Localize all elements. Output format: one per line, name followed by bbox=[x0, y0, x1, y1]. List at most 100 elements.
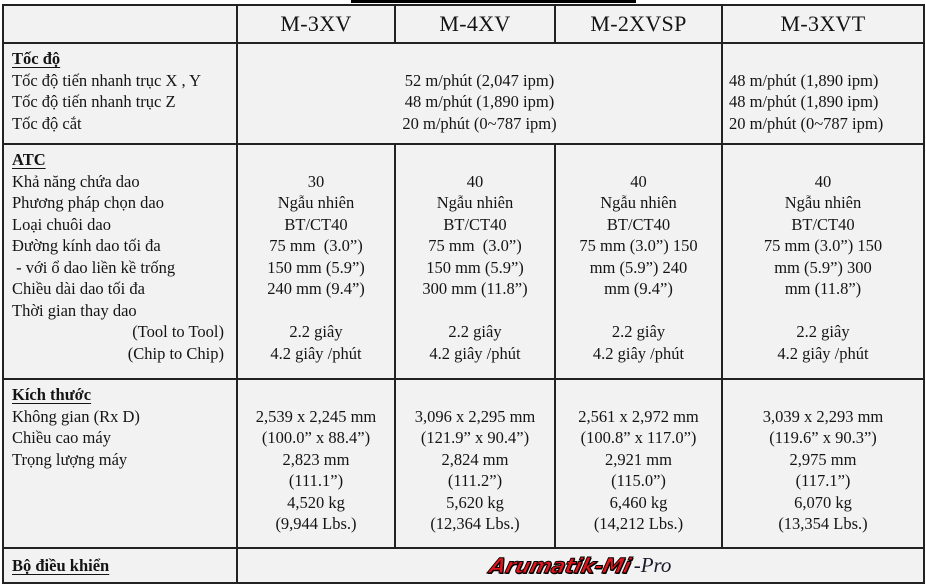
dimensions-value: (100.8” x 117.0”) bbox=[580, 428, 697, 447]
dimensions-value: 2,823 mm bbox=[282, 449, 350, 469]
atc-value: BT/CT40 bbox=[443, 214, 507, 234]
atc-value: 2.2 giây bbox=[289, 322, 343, 341]
top-border-bar bbox=[351, 0, 636, 3]
atc-label-tool-to-tool: (Tool to Tool) bbox=[132, 322, 224, 341]
dimensions-section-row: Kích thước Không gian (Rx D) Chiều cao m… bbox=[2, 378, 925, 549]
dimensions-value: 2,921 mm bbox=[605, 449, 672, 469]
atc-value: 40 bbox=[814, 171, 832, 191]
dimensions-value: 6,460 kg bbox=[609, 492, 668, 512]
atc-label-shank: Loại chuôi dao bbox=[12, 214, 111, 234]
speed-m3xvt-values: 48 m/phút (1,890 ipm) 48 m/phút (1,890 i… bbox=[721, 42, 925, 145]
controller-logo-cell: Arumatik-Mi -Pro bbox=[236, 547, 925, 584]
header-model-m4xv: M-4XV bbox=[394, 4, 556, 44]
dimensions-values-m3xvt: 3,039 x 2,293 mm (119.6” x 90.3”) 2,975 … bbox=[721, 378, 925, 549]
dimensions-value: 5,620 kg bbox=[446, 492, 504, 512]
atc-value: 75 mm (3.0”) bbox=[428, 236, 522, 255]
speed-label-cutting: Tốc độ cắt bbox=[12, 113, 82, 133]
controller-logo: Arumatik-Mi -Pro bbox=[238, 549, 923, 582]
dimensions-value: 4,520 kg bbox=[287, 492, 345, 512]
atc-value: 75 mm (3.0”) bbox=[269, 236, 363, 255]
atc-value: 150 mm (5.9”) bbox=[426, 257, 524, 277]
speed-z-value: 48 m/phút (1,890 ipm) bbox=[404, 92, 555, 111]
atc-value: Ngẫu nhiên bbox=[277, 193, 355, 212]
dimensions-value: (115.0”) bbox=[611, 471, 666, 490]
dimensions-value: (111.1”) bbox=[288, 471, 344, 490]
atc-values-m2xvsp: 40 Ngẫu nhiên BT/CT40 75 mm (3.0”) 150 m… bbox=[554, 143, 723, 380]
atc-values-m4xv: 40 Ngẫu nhiên BT/CT40 75 mm (3.0”) 150 m… bbox=[394, 143, 556, 380]
atc-label-chip-to-chip: (Chip to Chip) bbox=[127, 343, 224, 363]
dimensions-label-height: Chiều cao máy bbox=[12, 428, 111, 447]
atc-value: 4.2 giây /phút bbox=[592, 343, 685, 363]
atc-value: BT/CT40 bbox=[284, 214, 348, 234]
dimensions-value: (9,944 Lbs.) bbox=[275, 514, 357, 533]
dimensions-value: (12,364 Lbs.) bbox=[430, 514, 520, 533]
header-model-m3xv: M-3XV bbox=[236, 4, 396, 44]
speed-label-xy: Tốc độ tiến nhanh trục X , Y bbox=[12, 70, 202, 90]
header-corner bbox=[2, 4, 238, 44]
atc-value: 240 mm (9.4”) bbox=[267, 279, 365, 298]
dimensions-section-title: Kích thước bbox=[12, 385, 92, 404]
dimensions-value: 6,070 kg bbox=[794, 492, 852, 512]
speed-label-z: Tốc độ tiến nhanh trục Z bbox=[12, 92, 176, 111]
dimensions-value: (14,212 Lbs.) bbox=[593, 514, 684, 533]
controller-section-row: Bộ điều khiển Arumatik-Mi -Pro bbox=[2, 547, 925, 584]
atc-value-empty bbox=[556, 300, 721, 322]
atc-value: mm (5.9”) 300 bbox=[774, 257, 872, 277]
atc-section-row: ATC Khả năng chứa dao Phương pháp chọn d… bbox=[2, 143, 925, 380]
atc-value-empty bbox=[238, 300, 394, 322]
atc-value: 75 mm (3.0”) 150 bbox=[763, 236, 883, 255]
dimensions-value: 2,539 x 2,245 mm bbox=[255, 406, 377, 426]
atc-value-empty bbox=[723, 300, 923, 322]
atc-value-empty bbox=[396, 300, 554, 322]
atc-value: mm (9.4”) bbox=[604, 279, 673, 298]
dimensions-values-m3xv: 2,539 x 2,245 mm (100.0” x 88.4”) 2,823 … bbox=[236, 378, 396, 549]
dimensions-value: (13,354 Lbs.) bbox=[778, 514, 868, 533]
atc-value: 4.2 giây /phút bbox=[777, 343, 869, 363]
atc-value: BT/CT40 bbox=[791, 214, 855, 234]
header-model-m3xvt: M-3XVT bbox=[721, 4, 925, 44]
atc-section-title: ATC bbox=[12, 150, 46, 169]
dimensions-labels: Kích thước Không gian (Rx D) Chiều cao m… bbox=[2, 378, 238, 549]
atc-value: 4.2 giây /phút bbox=[270, 343, 362, 363]
atc-value: 300 mm (11.8”) bbox=[422, 279, 528, 298]
speed-cutting-value: 20 m/phút (0~787 ipm) bbox=[402, 113, 557, 133]
atc-label-max-diameter: Đường kính dao tối đa bbox=[12, 236, 161, 255]
atc-value: 30 bbox=[307, 171, 325, 191]
atc-value: 75 mm (3.0”) 150 bbox=[579, 236, 698, 255]
atc-label-adjacent-empty: - với ổ dao liền kề trống bbox=[12, 257, 176, 277]
dimensions-value: (117.1”) bbox=[795, 471, 851, 490]
atc-value: Ngẫu nhiên bbox=[784, 193, 862, 212]
atc-value: 2.2 giây bbox=[611, 322, 666, 341]
atc-label-change-time: Thời gian thay dao bbox=[12, 300, 137, 320]
atc-value: 40 bbox=[630, 171, 647, 191]
atc-labels: ATC Khả năng chứa dao Phương pháp chọn d… bbox=[2, 143, 238, 380]
header-model-m2xvsp: M-2XVSP bbox=[554, 4, 723, 44]
dimensions-label-weight: Trọng lượng máy bbox=[12, 449, 128, 469]
dimensions-label-footprint: Không gian (Rx D) bbox=[12, 406, 140, 426]
speed-section-row: Tốc độ Tốc độ tiến nhanh trục X , Y Tốc … bbox=[2, 42, 925, 145]
dimensions-value: 2,824 mm bbox=[441, 449, 509, 469]
arumatik-logo-brand: Arumatik-Mi bbox=[486, 553, 633, 578]
speed-shared-values: 52 m/phút (2,047 ipm) 48 m/phút (1,890 i… bbox=[236, 42, 723, 145]
atc-label-max-length: Chiều dài dao tối đa bbox=[12, 279, 145, 298]
speed-section-title: Tốc độ bbox=[12, 49, 61, 68]
atc-value: 4.2 giây /phút bbox=[429, 343, 521, 363]
controller-section-title: Bộ điều khiển bbox=[12, 555, 110, 575]
atc-value: BT/CT40 bbox=[606, 214, 671, 234]
dimensions-value: (119.6” x 90.3”) bbox=[769, 428, 877, 447]
dimensions-value: (100.0” x 88.4”) bbox=[261, 428, 371, 447]
dimensions-value: 3,039 x 2,293 mm bbox=[762, 406, 884, 426]
spec-table: M-3XV M-4XV M-2XVSP M-3XVT Tốc độ Tốc độ… bbox=[2, 4, 925, 584]
header-row: M-3XV M-4XV M-2XVSP M-3XVT bbox=[2, 4, 925, 44]
atc-label-capacity: Khả năng chứa dao bbox=[12, 171, 140, 191]
arumatik-logo-suffix: -Pro bbox=[633, 553, 672, 577]
atc-value: 2.2 giây bbox=[796, 322, 850, 341]
speed-m3xvt-cutting: 20 m/phút (0~787 ipm) bbox=[729, 113, 884, 133]
atc-values-m3xvt: 40 Ngẫu nhiên BT/CT40 75 mm (3.0”) 150 m… bbox=[721, 143, 925, 380]
dimensions-value: (121.9” x 90.4”) bbox=[420, 428, 530, 447]
speed-m3xvt-xy: 48 m/phút (1,890 ipm) bbox=[729, 70, 879, 90]
atc-label-selection: Phương pháp chọn dao bbox=[12, 193, 164, 212]
atc-value: mm (11.8”) bbox=[784, 279, 862, 298]
atc-value: Ngẫu nhiên bbox=[436, 193, 514, 212]
speed-labels: Tốc độ Tốc độ tiến nhanh trục X , Y Tốc … bbox=[2, 42, 238, 145]
